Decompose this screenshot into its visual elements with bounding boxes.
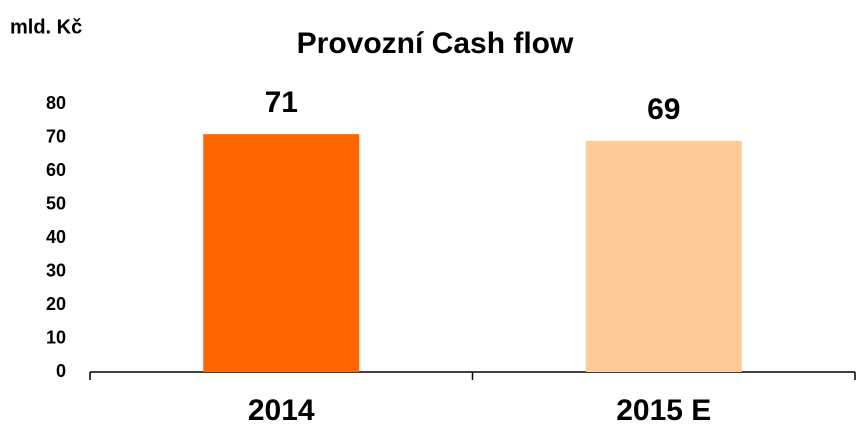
y-tick-label: 60 bbox=[46, 160, 66, 180]
bar bbox=[203, 134, 360, 372]
y-tick-label: 40 bbox=[46, 227, 66, 247]
y-tick-label: 0 bbox=[56, 361, 66, 381]
data-label: 71 bbox=[265, 86, 298, 119]
y-tick-label: 30 bbox=[46, 260, 66, 280]
y-tick-label: 20 bbox=[46, 294, 66, 314]
y-axis-label: mld. Kč bbox=[10, 16, 82, 38]
x-tick-label: 2015 E bbox=[616, 394, 711, 427]
data-label: 69 bbox=[647, 93, 680, 126]
bar bbox=[585, 140, 742, 372]
y-tick-label: 50 bbox=[46, 193, 66, 213]
y-tick-label: 10 bbox=[46, 327, 66, 347]
y-tick-label: 80 bbox=[46, 93, 66, 113]
chart-title: Provozní Cash flow bbox=[297, 27, 574, 60]
x-tick-label: 2014 bbox=[248, 394, 315, 427]
y-tick-label: 70 bbox=[46, 126, 66, 146]
